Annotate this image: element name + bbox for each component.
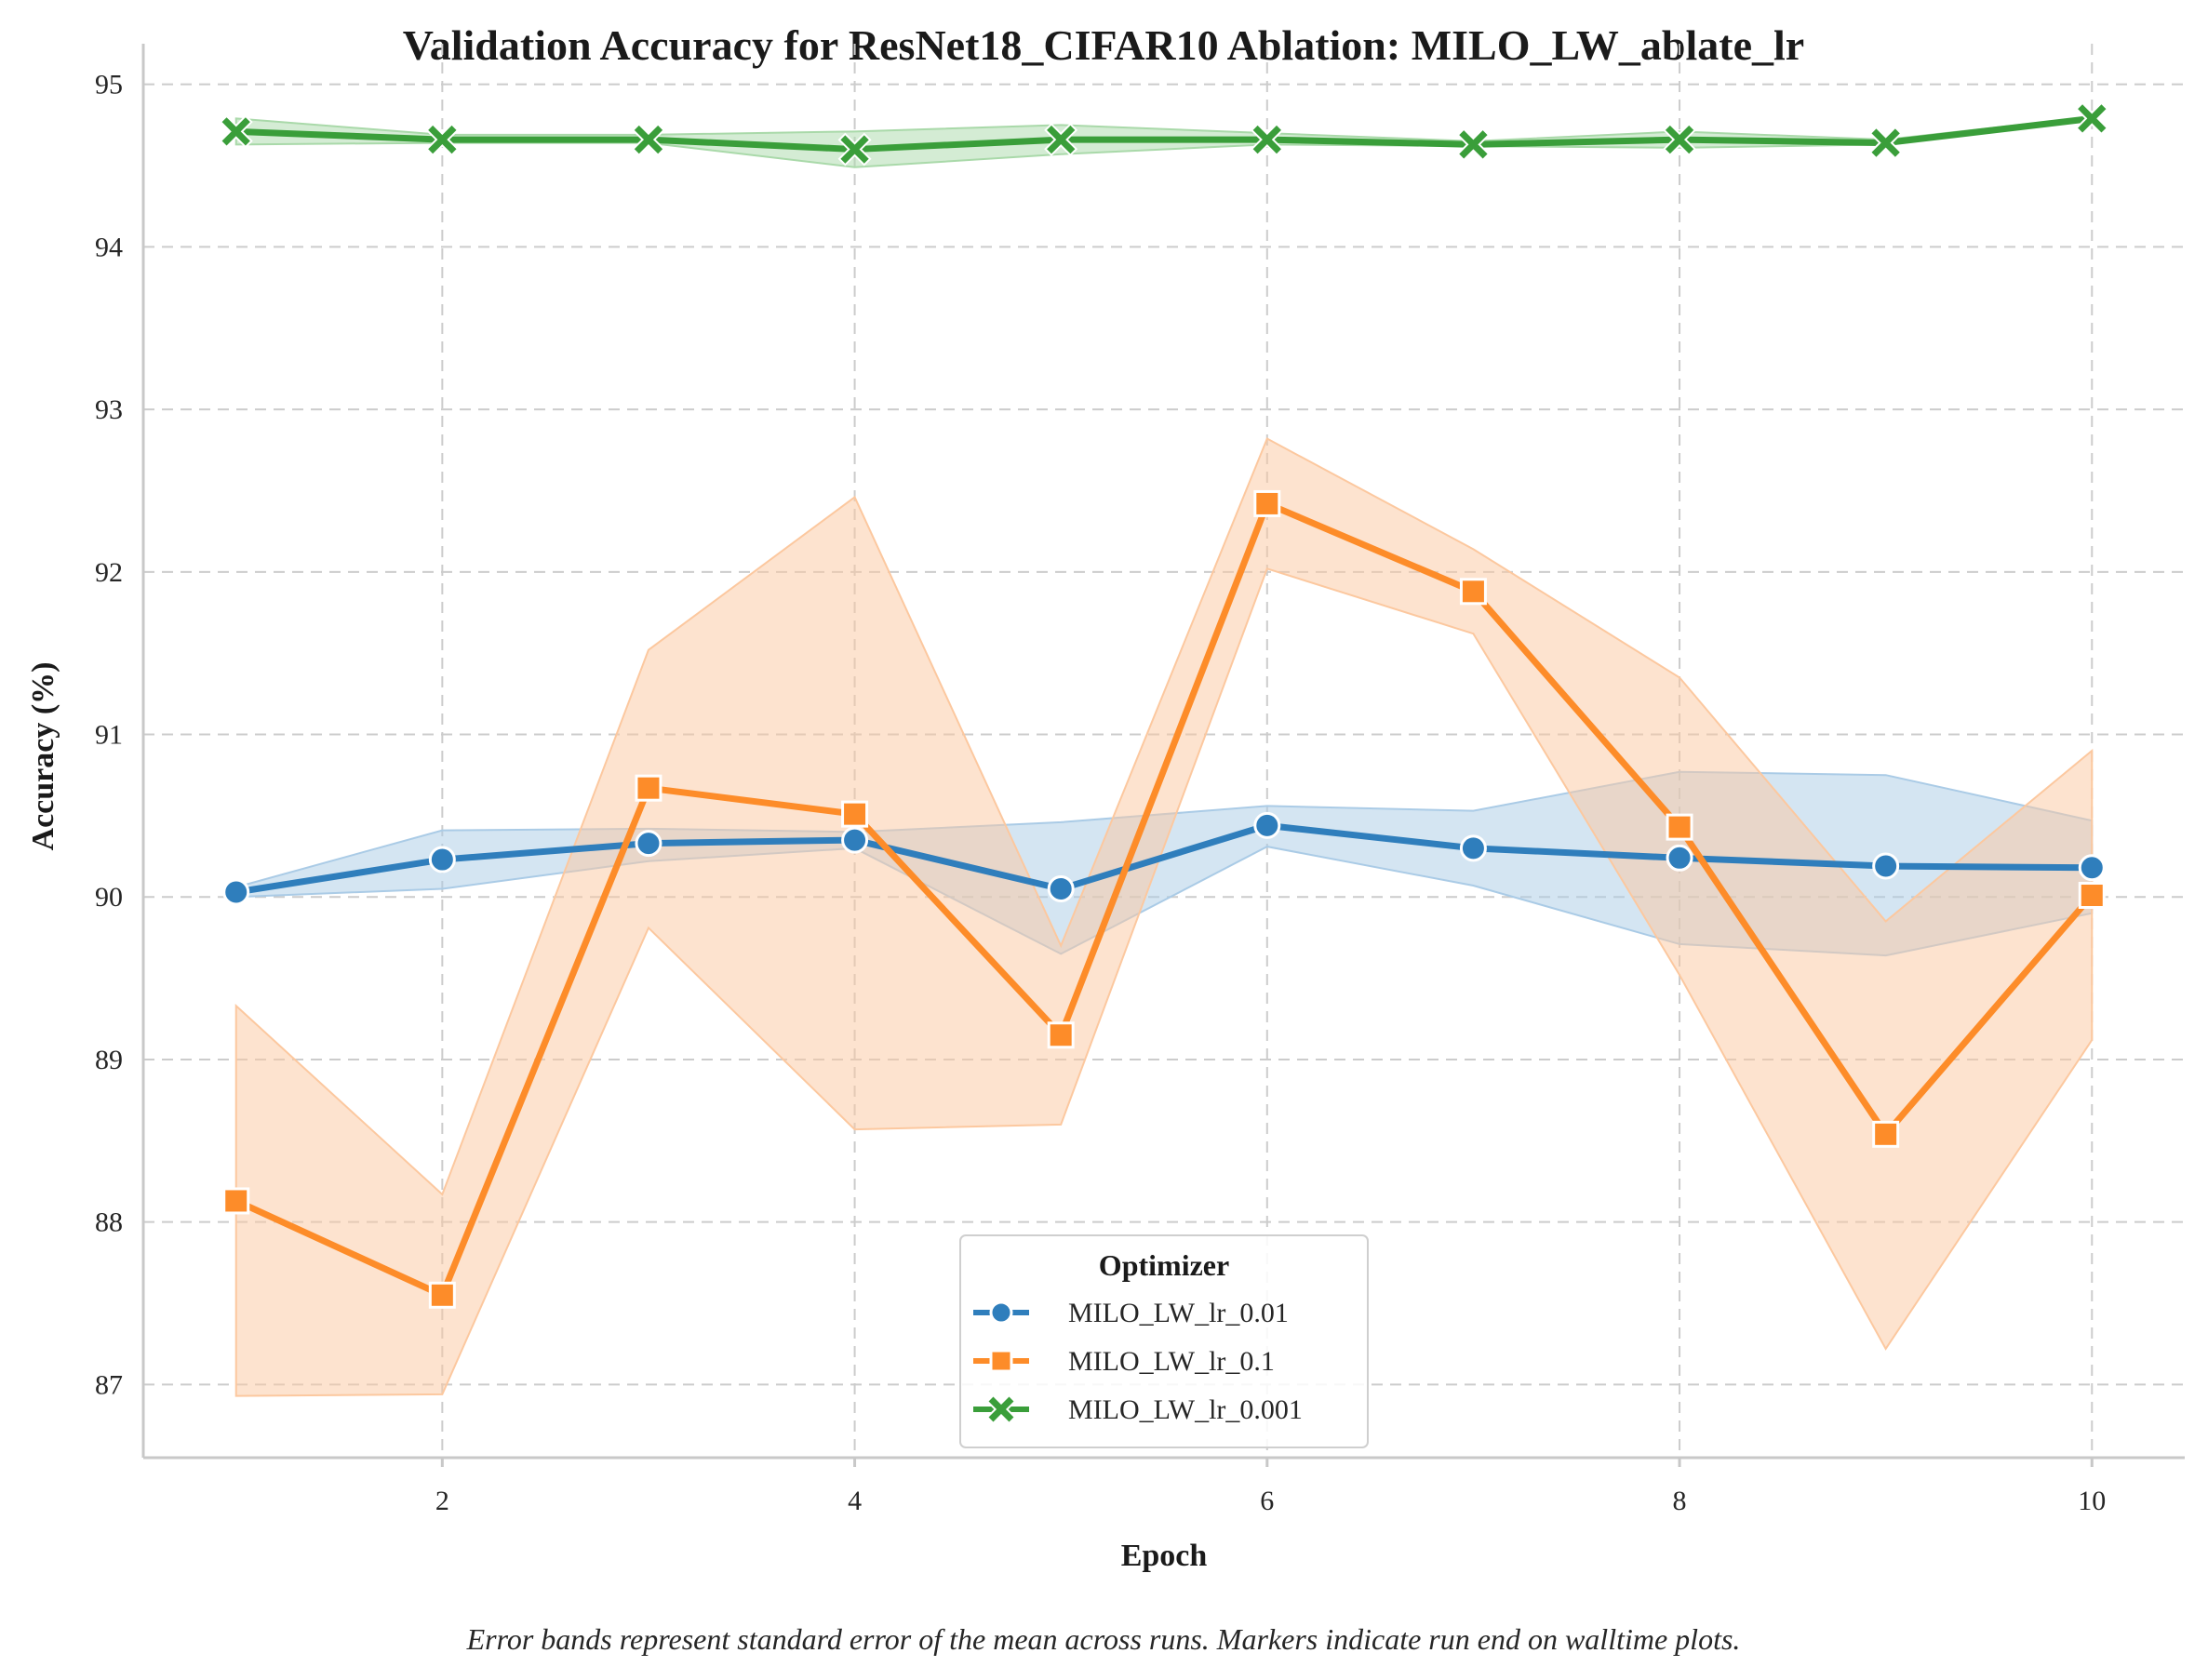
circle-marker [1666,844,1693,872]
circle-marker [1047,875,1075,903]
x-marker [425,123,460,157]
y-tick-label: 88 [95,1207,123,1238]
legend-label: MILO_LW_lr_0.01 [1068,1298,1289,1328]
y-tick-label: 94 [95,232,123,262]
x-tick-label: 8 [1673,1486,1687,1516]
circle-marker [1872,852,1900,880]
y-tick-label: 89 [95,1045,123,1075]
x-marker [631,123,665,157]
y-tick-label: 87 [95,1369,123,1400]
square-marker [635,774,662,802]
series-markers [219,101,2109,1309]
circle-marker [2078,854,2106,882]
error-band-MILO_LW_lr_0.1 [234,437,2094,1397]
error-bands [234,115,2094,1397]
legend-label: MILO_LW_lr_0.1 [1068,1346,1275,1377]
circle-marker [841,826,869,854]
x-marker [1044,123,1078,157]
square-marker [1872,1120,1900,1148]
circle-marker [635,830,662,858]
series-line-MILO_LW_lr_0.001 [233,114,2095,153]
x-axis-label: Epoch [1121,1539,1208,1573]
axes [141,44,2185,1460]
circle-marker [428,846,456,873]
x-marker [985,1393,1017,1425]
square-marker [428,1281,456,1309]
circle-marker [1459,834,1487,862]
x-marker [219,114,253,149]
legend-items: MILO_LW_lr_0.01 MILO_LW_lr_0.1 MILO_LW_lr_… [973,1298,1303,1425]
y-axis-label: Accuracy (%) [26,662,60,851]
square-marker [841,800,869,828]
x-tick-label: 6 [1260,1486,1274,1516]
square-marker [222,1187,250,1215]
tick-labels: 87 88 89 90 91 92 93 94 95 2 4 6 8 10 [95,70,2106,1516]
x-marker [837,132,872,167]
x-marker [1663,123,1697,157]
series-lines [233,114,2095,1299]
x-marker [1250,123,1284,157]
series-line-MILO_LW_lr_0.1 [233,500,2095,1299]
y-tick-label: 95 [95,70,123,100]
legend-item: MILO_LW_lr_0.01 [973,1298,1289,1328]
square-marker [2078,881,2106,909]
legend-frame [959,1234,1369,1448]
y-tick-label: 90 [95,882,123,913]
legend-label: MILO_LW_lr_0.001 [1068,1394,1303,1425]
x-tick-label: 4 [848,1486,862,1516]
series-line-MILO_LW_lr_0.01 [233,821,2095,896]
square-marker [1666,813,1693,841]
circle-marker [989,1300,1013,1325]
chart-caption: Error bands represent standard error of … [466,1622,1741,1656]
circle-marker [1253,811,1281,839]
legend-item: MILO_LW_lr_0.1 [973,1346,1275,1377]
square-marker [989,1349,1013,1373]
x-tick-label: 10 [2078,1486,2106,1516]
legend-title: Optimizer [1099,1248,1229,1282]
y-tick-label: 91 [95,720,123,751]
x-marker [2075,101,2109,136]
square-marker [1047,1021,1075,1049]
circle-marker [222,878,250,906]
x-marker [1868,126,1903,160]
legend-item: MILO_LW_lr_0.001 [973,1393,1303,1425]
y-tick-label: 92 [95,557,123,588]
legend: Optimizer MILO_LW_lr_0.01MILO_LW_lr_0.1M… [959,1234,1369,1448]
square-marker [1253,489,1281,517]
y-tick-label: 93 [95,394,123,425]
square-marker [1459,578,1487,606]
x-tick-label: 2 [435,1486,449,1516]
x-marker [1456,127,1491,162]
chart-title: Validation Accuracy for ResNet18_CIFAR10… [403,21,1804,69]
